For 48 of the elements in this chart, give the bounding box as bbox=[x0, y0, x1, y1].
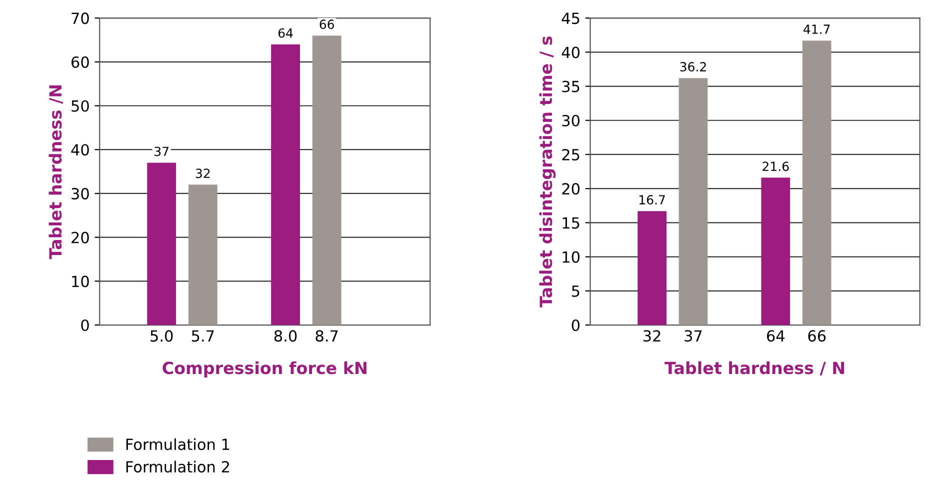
data-label: 21.6 bbox=[762, 162, 789, 172]
data-label: 64 bbox=[278, 28, 293, 38]
bar bbox=[147, 162, 176, 326]
y-tick-label: 25 bbox=[562, 148, 580, 160]
x-tick-label: 8.0 bbox=[274, 330, 297, 342]
y-tick-label: 0 bbox=[572, 319, 580, 332]
y-tick-label: 20 bbox=[72, 232, 89, 244]
data-label: 37 bbox=[154, 146, 168, 156]
x-tick-label: 5.7 bbox=[192, 330, 214, 342]
y-tick-label: 40 bbox=[562, 46, 580, 58]
y-tick-label: 40 bbox=[71, 144, 89, 156]
data-label: 32 bbox=[196, 168, 210, 178]
y-tick-label: 30 bbox=[562, 114, 580, 126]
data-label: 66 bbox=[320, 20, 334, 30]
x-tick-label: 32 bbox=[643, 330, 660, 342]
data-label: 41.7 bbox=[804, 24, 830, 34]
y-tick-label: 45 bbox=[562, 12, 580, 24]
x-tick-label: 66 bbox=[808, 330, 826, 342]
y-tick-label: 20 bbox=[562, 183, 580, 195]
bar bbox=[638, 211, 666, 326]
bar bbox=[802, 40, 832, 326]
data-label: 16.7 bbox=[640, 195, 665, 205]
legend-label: Formulation 2 bbox=[126, 460, 229, 473]
y-axis-title: Tablet hardness /N bbox=[48, 85, 63, 260]
y-tick-label: 15 bbox=[562, 217, 580, 229]
bar bbox=[312, 36, 342, 326]
x-tick-label: 37 bbox=[684, 330, 702, 342]
y-tick-label: 30 bbox=[72, 188, 89, 200]
y-tick-label: 0 bbox=[81, 319, 89, 332]
y-tick-label: 35 bbox=[562, 80, 580, 92]
bar bbox=[678, 78, 708, 326]
y-tick-label: 10 bbox=[562, 251, 580, 263]
bar bbox=[761, 178, 790, 326]
legend-label: Formulation 1 bbox=[126, 438, 230, 450]
y-axis-title: Tablet disintegration time / s bbox=[539, 36, 556, 308]
y-tick-label: 5 bbox=[572, 286, 580, 297]
x-axis-title: Compression force kN bbox=[162, 361, 366, 378]
bar bbox=[271, 44, 300, 326]
x-tick-label: 5.0 bbox=[150, 330, 173, 342]
bar bbox=[188, 184, 218, 326]
x-tick-label: 8.7 bbox=[316, 330, 338, 342]
data-label: 36.2 bbox=[680, 62, 706, 72]
y-tick-label: 60 bbox=[72, 56, 89, 68]
x-tick-label: 64 bbox=[766, 330, 785, 342]
x-axis-title: Tablet hardness / N bbox=[664, 361, 844, 376]
y-tick-label: 10 bbox=[72, 276, 89, 288]
y-tick-label: 70 bbox=[72, 12, 89, 24]
y-tick-label: 50 bbox=[72, 100, 89, 112]
